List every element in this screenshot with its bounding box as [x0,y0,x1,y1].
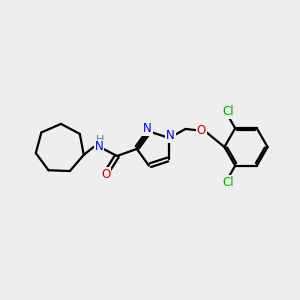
Text: H: H [95,135,104,146]
Text: N: N [166,129,175,142]
Text: O: O [196,124,206,137]
Text: N: N [94,140,103,154]
Text: Cl: Cl [223,105,234,118]
Text: N: N [143,122,152,136]
Text: O: O [101,167,110,181]
Text: Cl: Cl [223,176,234,189]
